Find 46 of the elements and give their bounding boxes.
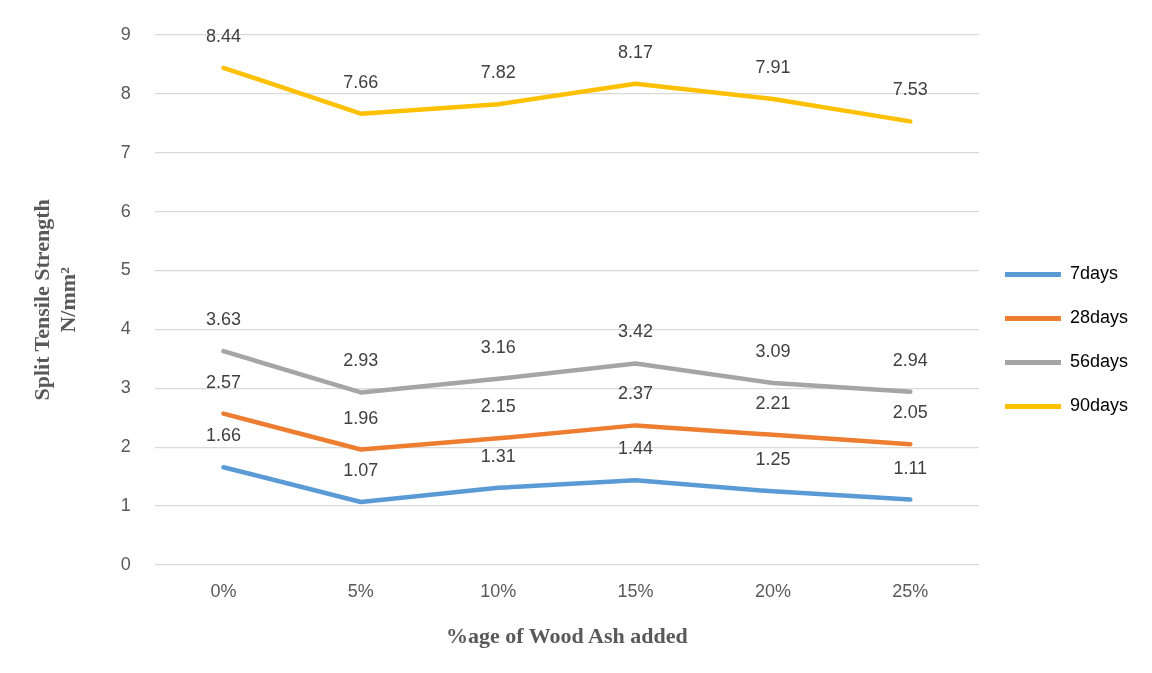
- data-label: 7.66: [343, 71, 379, 92]
- y-tick-label: 6: [120, 200, 131, 221]
- x-tick-label: 10%: [480, 580, 517, 601]
- x-tick-label: 25%: [892, 580, 929, 601]
- data-label: 7.53: [892, 79, 928, 100]
- legend-label: 56days: [1069, 351, 1128, 372]
- data-label: 2.05: [892, 402, 928, 423]
- y-tick-label: 4: [120, 318, 131, 339]
- data-label: 1.07: [343, 459, 379, 480]
- y-tick-label: 0: [120, 553, 131, 574]
- legend-label: 28days: [1069, 307, 1128, 328]
- y-tick-label: 2: [120, 436, 131, 457]
- data-label: 2.21: [755, 392, 791, 413]
- data-label: 8.17: [618, 41, 654, 62]
- y-tick-label: 5: [120, 259, 131, 280]
- legend-label: 90days: [1069, 395, 1128, 416]
- data-label: 1.11: [893, 457, 928, 478]
- y-axis-title: Split Tensile Strength N/mm²: [28, 199, 81, 401]
- y-tick-label: 1: [120, 495, 131, 516]
- data-label: 2.37: [618, 383, 654, 404]
- x-tick-label: 0%: [210, 580, 237, 601]
- data-label: 1.44: [618, 438, 654, 459]
- y-tick-label: 3: [120, 377, 131, 398]
- data-label: 3.63: [205, 309, 242, 330]
- data-label: 7.82: [480, 62, 516, 83]
- x-tick-label: 20%: [754, 580, 791, 601]
- data-label: 1.66: [205, 425, 242, 446]
- data-label: 3.16: [480, 336, 516, 357]
- y-tick-label: 9: [120, 23, 131, 44]
- x-tick-label: 15%: [617, 580, 654, 601]
- data-label: 1.31: [480, 445, 516, 466]
- x-axis-title: %age of Wood Ash added: [446, 623, 688, 649]
- data-label: 7.91: [755, 56, 791, 77]
- data-label: 8.44: [205, 25, 242, 46]
- data-label: 3.09: [755, 340, 791, 361]
- data-label: 2.15: [480, 396, 516, 417]
- data-label: 2.93: [343, 350, 379, 371]
- data-label: 3.42: [618, 321, 654, 342]
- y-tick-label: 7: [120, 141, 131, 162]
- data-label: 1.96: [343, 407, 379, 428]
- data-label: 1.25: [755, 449, 791, 470]
- y-tick-label: 8: [120, 82, 131, 103]
- legend-label: 7days: [1069, 263, 1118, 284]
- x-tick-label: 5%: [347, 580, 374, 601]
- data-label: 2.57: [205, 371, 242, 392]
- data-label: 2.94: [892, 349, 928, 370]
